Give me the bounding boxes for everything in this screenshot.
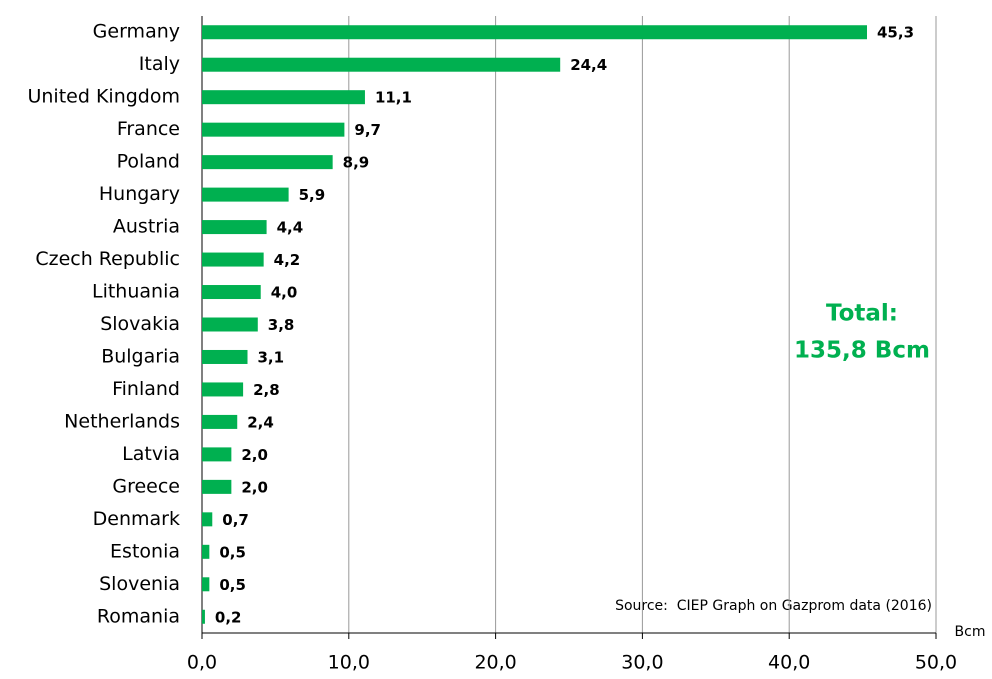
y-tick-label: Denmark	[93, 508, 180, 530]
y-tick-label: Czech Republic	[35, 248, 180, 270]
value-label: 5,9	[299, 186, 326, 204]
x-tick-label: 50,0	[915, 652, 957, 674]
value-label: 11,1	[375, 89, 412, 107]
value-label: 2,0	[241, 478, 268, 496]
value-label: 4,2	[274, 251, 301, 269]
bar	[202, 285, 261, 300]
bar	[202, 414, 238, 429]
value-label: 0,5	[219, 576, 246, 594]
value-label: 2,0	[241, 446, 268, 464]
value-label: 2,4	[247, 413, 274, 431]
value-label: 9,7	[354, 121, 381, 139]
bar	[202, 447, 232, 462]
y-tick-label: Romania	[97, 605, 180, 627]
y-tick-label: Austria	[113, 216, 180, 238]
x-tick-label: 20,0	[474, 652, 516, 674]
bar	[202, 349, 248, 364]
y-tick-label: Latvia	[122, 443, 180, 465]
bar	[202, 382, 244, 397]
bar	[202, 512, 213, 527]
value-label: 0,5	[219, 543, 246, 561]
value-label: 3,1	[258, 348, 285, 366]
y-tick-label: United Kingdom	[27, 86, 180, 108]
value-label: 8,9	[343, 154, 370, 172]
value-label: 0,2	[215, 608, 242, 626]
bar	[202, 25, 868, 40]
value-label: 4,4	[277, 219, 304, 237]
y-tick-label: Slovenia	[99, 573, 180, 595]
y-tick-label: Greece	[112, 475, 180, 497]
value-label: 2,8	[253, 381, 280, 399]
total-value: 135,8 Bcm	[794, 338, 930, 364]
value-label: 4,0	[271, 284, 298, 302]
bar	[202, 57, 561, 72]
x-tick-label: 30,0	[621, 652, 663, 674]
y-tick-label: Lithuania	[92, 281, 180, 303]
value-label: 0,7	[222, 511, 249, 529]
y-tick-label: Italy	[139, 53, 180, 75]
value-label: 3,8	[268, 316, 295, 334]
bar	[202, 609, 205, 624]
x-tick-label: 10,0	[328, 652, 370, 674]
value-label: 45,3	[877, 24, 914, 42]
bar	[202, 155, 333, 170]
bar	[202, 220, 267, 235]
x-axis-label: Bcm	[955, 624, 986, 640]
bar	[202, 479, 232, 494]
y-tick-label: Estonia	[110, 540, 180, 562]
y-tick-label: Hungary	[99, 183, 180, 205]
y-tick-label: Germany	[93, 21, 180, 43]
y-tick-label: Slovakia	[100, 313, 180, 335]
value-label: 24,4	[570, 56, 607, 74]
bar	[202, 122, 345, 137]
source-note: Source: CIEP Graph on Gazprom data (2016…	[615, 598, 932, 614]
y-tick-label: Bulgaria	[101, 345, 180, 367]
bar	[202, 252, 264, 267]
y-tick-label: Netherlands	[64, 410, 180, 432]
bar	[202, 90, 365, 105]
y-tick-label: Poland	[117, 151, 180, 173]
bar	[202, 187, 289, 202]
bar	[202, 577, 210, 592]
x-tick-label: 0,0	[187, 652, 217, 674]
x-tick-label: 40,0	[768, 652, 810, 674]
bar	[202, 317, 258, 332]
y-tick-label: Finland	[112, 378, 180, 400]
total-label: Total:	[826, 301, 898, 327]
bar	[202, 544, 210, 559]
y-tick-label: France	[117, 118, 180, 140]
